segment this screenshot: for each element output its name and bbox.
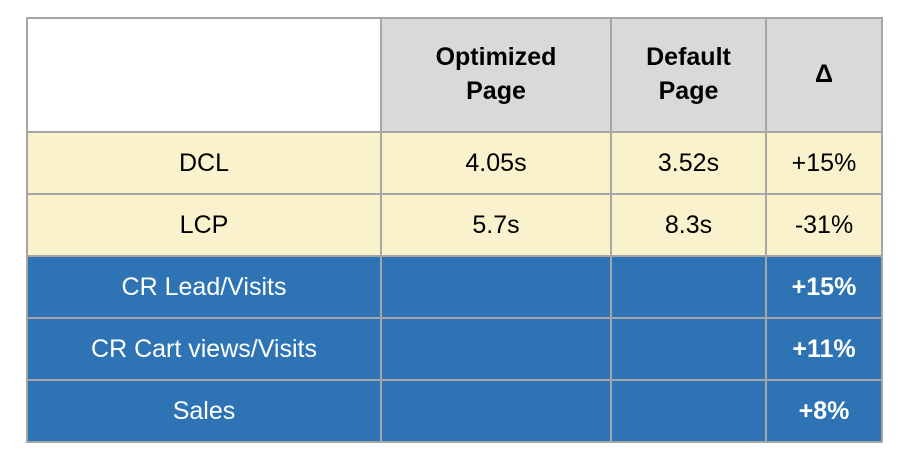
delta-value: +11% (765, 317, 883, 381)
performance-comparison-table: Optimized Page Default Page Δ DCL 4.05s … (26, 17, 883, 443)
delta-symbol: Δ (815, 60, 833, 89)
column-header-delta: Δ (765, 17, 883, 133)
corner-cell (26, 17, 382, 133)
row-label: CR Cart views/Visits (26, 317, 382, 381)
column-header-default-page: Default Page (610, 17, 767, 133)
column-header-label: Optimized Page (435, 43, 557, 105)
delta-value: +15% (765, 131, 883, 195)
default-value (610, 255, 767, 319)
table-row-dcl: DCL 4.05s 3.52s +15% (26, 131, 883, 195)
default-value (610, 379, 767, 443)
row-label: Sales (26, 379, 382, 443)
default-value: 8.3s (610, 193, 767, 257)
optimized-value (380, 317, 612, 381)
optimized-value: 4.05s (380, 131, 612, 195)
header-row: Optimized Page Default Page Δ (26, 17, 883, 133)
delta-value: +15% (765, 255, 883, 319)
table-row-sales: Sales +8% (26, 379, 883, 443)
optimized-value: 5.7s (380, 193, 612, 257)
column-header-optimized-page: Optimized Page (380, 17, 612, 133)
default-value (610, 317, 767, 381)
column-header-label: Default Page (646, 43, 731, 105)
table-row-lcp: LCP 5.7s 8.3s -31% (26, 193, 883, 257)
table-row-cr-lead-visits: CR Lead/Visits +15% (26, 255, 883, 319)
delta-value: +8% (765, 379, 883, 443)
row-label: LCP (26, 193, 382, 257)
default-value: 3.52s (610, 131, 767, 195)
row-label: DCL (26, 131, 382, 195)
optimized-value (380, 255, 612, 319)
delta-value: -31% (765, 193, 883, 257)
row-label: CR Lead/Visits (26, 255, 382, 319)
table-row-cr-cart-views-visits: CR Cart views/Visits +11% (26, 317, 883, 381)
optimized-value (380, 379, 612, 443)
